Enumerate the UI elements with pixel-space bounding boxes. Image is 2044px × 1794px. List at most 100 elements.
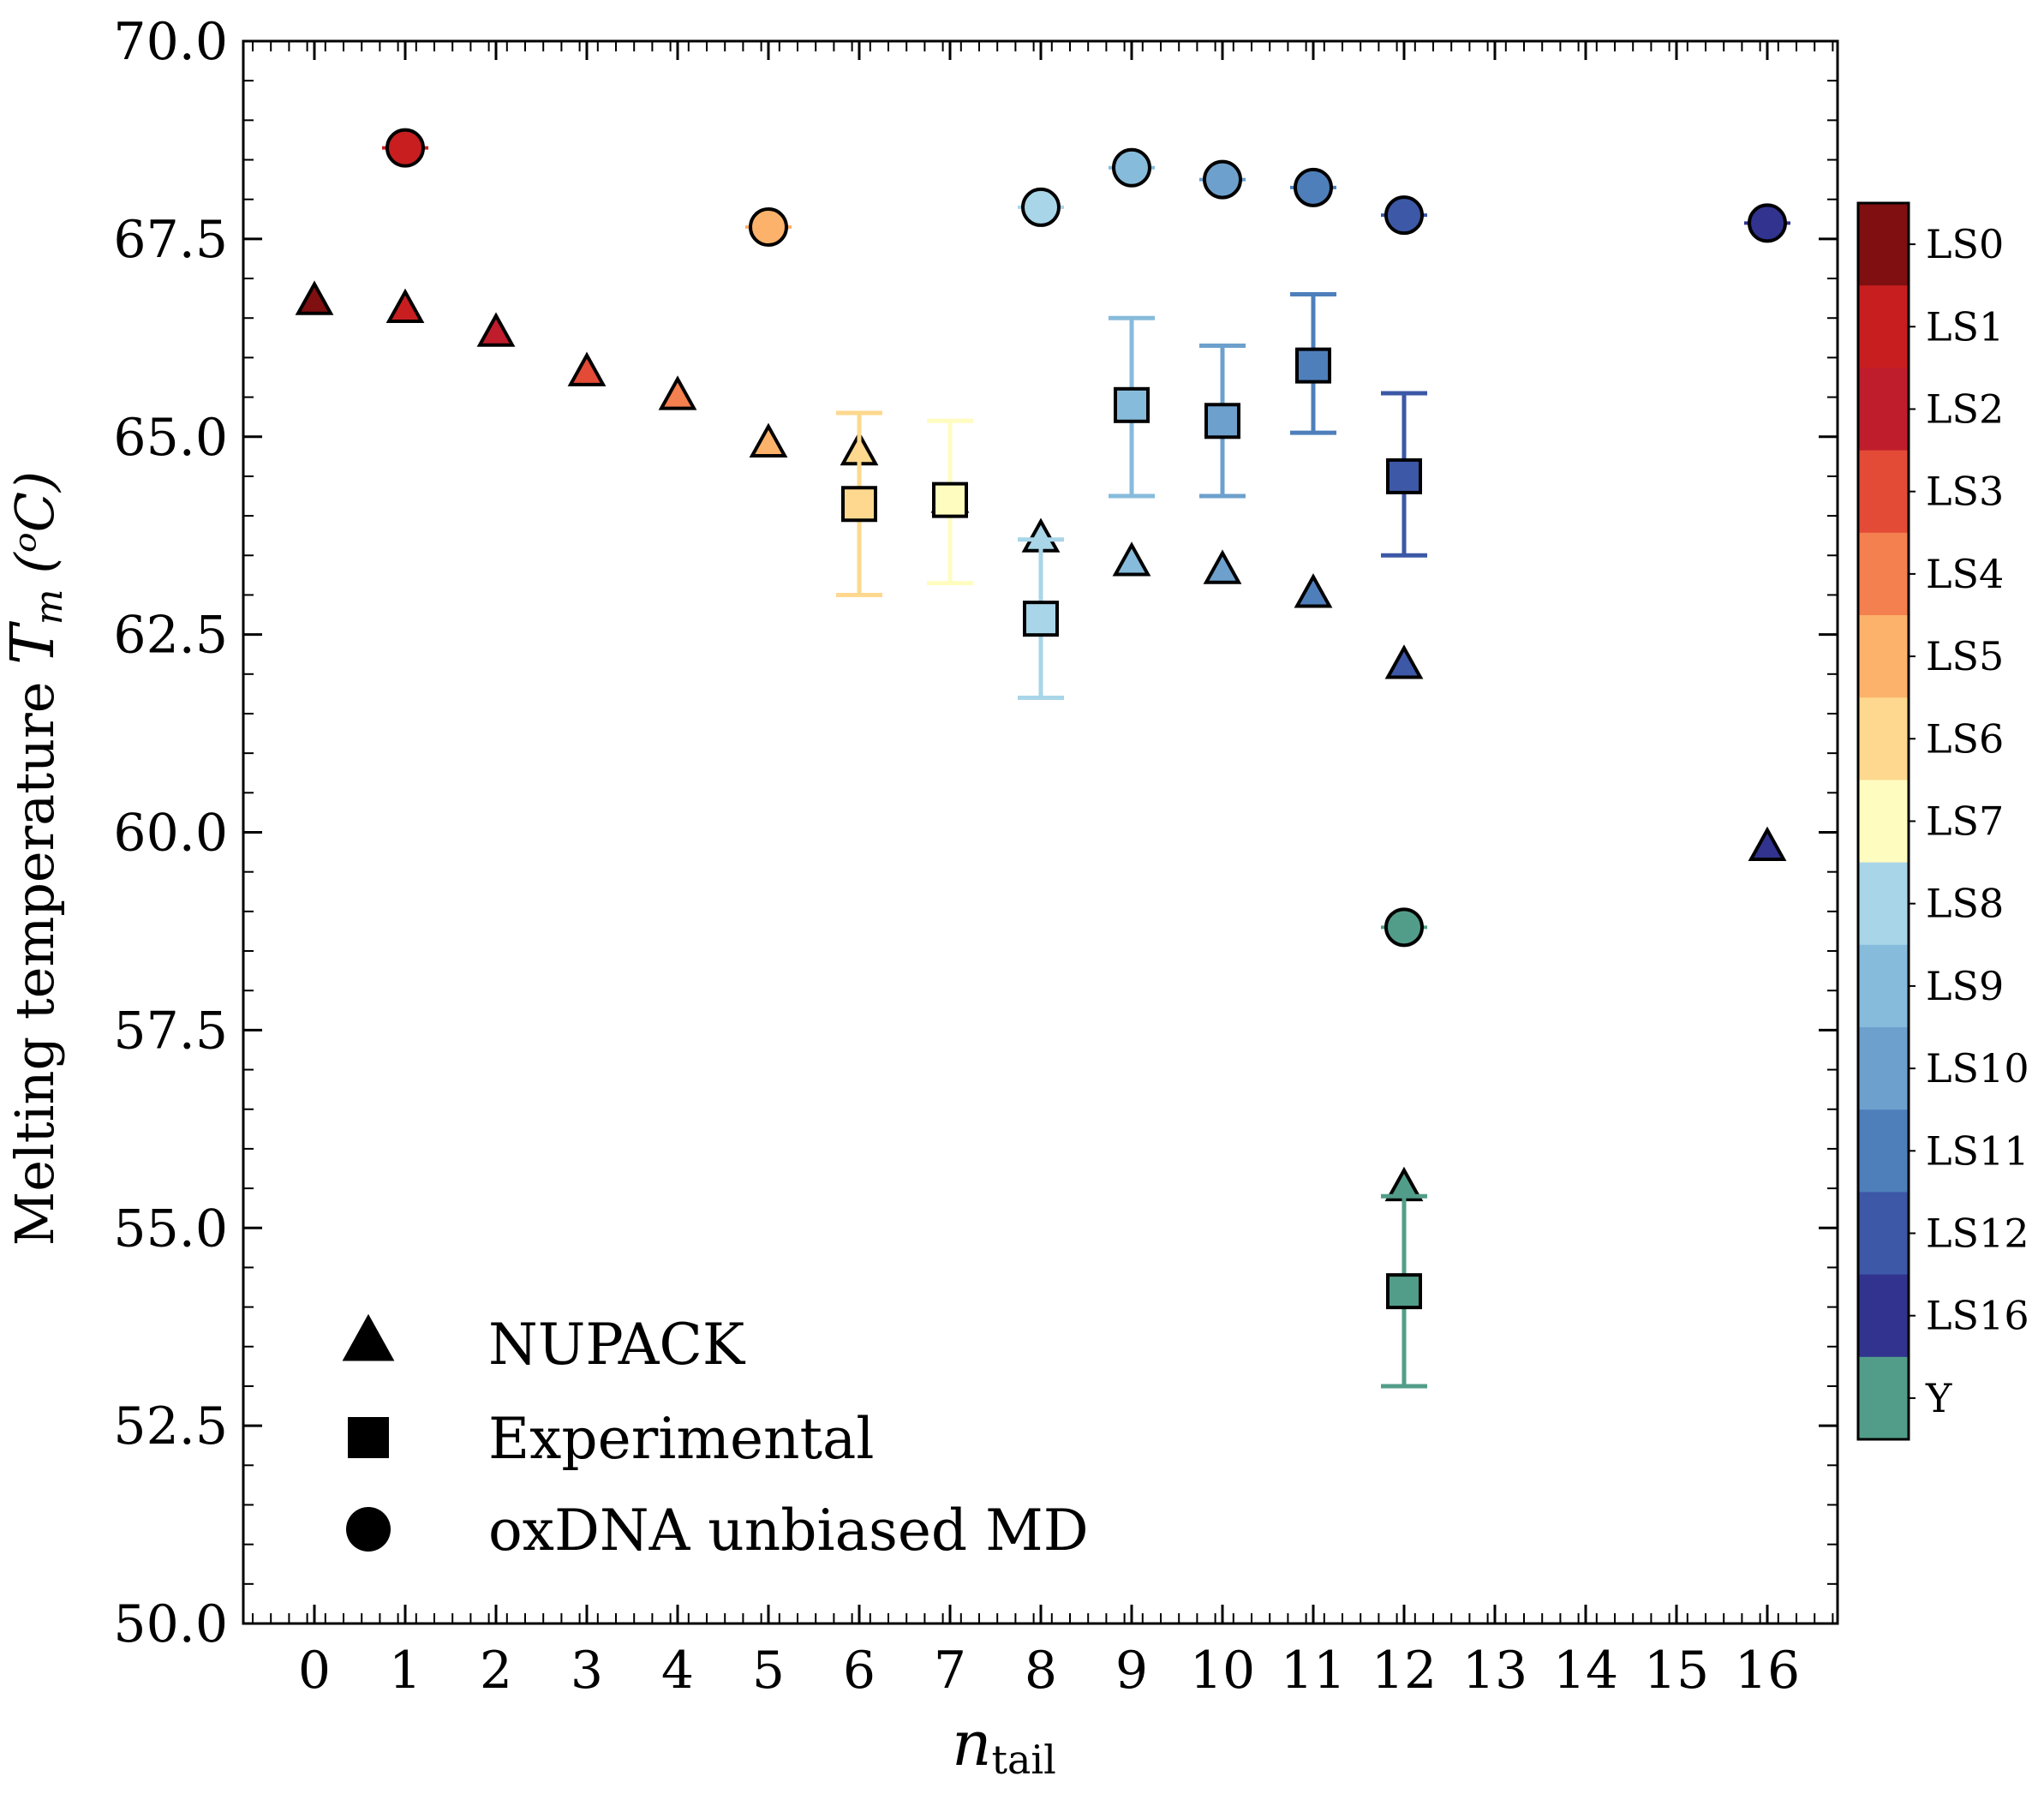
colorbar-label: LS10 xyxy=(1926,1045,2029,1091)
colorbar-label: LS4 xyxy=(1926,551,2004,597)
y-axis-title-prefix: Melting temperature xyxy=(3,665,66,1246)
x-tick-label: 3 xyxy=(571,1641,603,1701)
y-tick-label: 65.0 xyxy=(113,408,228,468)
y-tick-label: 62.5 xyxy=(113,606,228,666)
legend: NUPACK Experimental oxDNA unbiased MD xyxy=(342,1312,1089,1564)
x-axis-title-main: n xyxy=(952,1707,991,1779)
colorbar-swatch xyxy=(1858,1109,1909,1193)
oxdna-point xyxy=(385,128,425,168)
experimental-point xyxy=(1386,457,1422,494)
x-tick-label: 6 xyxy=(843,1641,876,1701)
y-axis-title: Melting temperature Tm (ᵒC) xyxy=(0,471,71,1246)
colorbar-swatch xyxy=(1858,368,1909,451)
oxdna-point xyxy=(1748,203,1787,243)
colorbar-label: LS8 xyxy=(1926,881,2004,927)
x-tick-label: 5 xyxy=(752,1641,785,1701)
x-tick-label: 13 xyxy=(1462,1641,1527,1701)
colorbar-label: LS5 xyxy=(1926,633,2004,679)
x-tick-label: 1 xyxy=(389,1641,421,1701)
oxdna-point xyxy=(1203,159,1242,200)
x-tick-label: 0 xyxy=(298,1641,331,1701)
oxdna-point xyxy=(749,207,788,248)
x-tick-label: 14 xyxy=(1553,1641,1618,1701)
colorbar-swatch xyxy=(1858,1356,1909,1440)
colorbar-swatch xyxy=(1858,862,1909,946)
plot-frame xyxy=(242,39,1839,1625)
colorbar-label: LS11 xyxy=(1926,1127,2029,1174)
y-tick-label: 70.0 xyxy=(113,12,228,72)
legend-label: Experimental xyxy=(488,1406,875,1472)
colorbar-label: LS1 xyxy=(1926,303,2004,350)
y-axis-title-symbol-sub: m xyxy=(27,589,71,625)
x-tick-label: 7 xyxy=(934,1641,966,1701)
colorbar-swatch xyxy=(1858,944,1909,1028)
nupack-point xyxy=(1294,573,1333,608)
y-axis-title-symbol: T xyxy=(0,621,68,665)
axis-ticks: 50.052.555.057.560.062.565.067.570.00 1 2 3… xyxy=(113,12,1838,1701)
colorbar-swatch xyxy=(1858,1027,1909,1110)
x-axis-title: ntail xyxy=(952,1707,1056,1783)
colorbar-swatch xyxy=(1858,780,1909,864)
colorbar-label: LS16 xyxy=(1926,1293,2029,1339)
nupack-point xyxy=(749,422,788,457)
x-axis-title-sub: tail xyxy=(992,1737,1056,1783)
colorbar-label: LS7 xyxy=(1926,798,2004,845)
colorbar-swatch xyxy=(1858,532,1909,616)
x-tick-label: 10 xyxy=(1190,1641,1255,1701)
nupack-point xyxy=(567,351,607,386)
colorbar-swatch xyxy=(1858,697,1909,780)
y-tick-label: 67.5 xyxy=(113,210,228,270)
colorbar-swatch xyxy=(1858,285,1909,368)
nupack-point xyxy=(476,312,516,347)
y-tick-label: 57.5 xyxy=(113,1001,228,1061)
nupack-point xyxy=(658,375,697,410)
y-axis-title-unit: (ᵒC) xyxy=(3,471,66,574)
experimental-point xyxy=(932,481,968,518)
experimental-point xyxy=(841,486,877,523)
experimental-point xyxy=(1204,403,1240,440)
experimental-point xyxy=(1114,386,1150,423)
nupack-point xyxy=(1748,826,1787,861)
colorbar-label: LS3 xyxy=(1926,469,2004,515)
colorbar-frame xyxy=(1856,201,1910,1441)
colorbar-swatch xyxy=(1858,1274,1909,1358)
colorbar: LS0 LS1 LS2 LS3 LS4 LS5 LS6 LS7 LS8 LS9 LS10 LS11 LS… xyxy=(1856,201,2029,1441)
colorbar-label: LS6 xyxy=(1926,715,2004,762)
nupack-point xyxy=(1384,644,1424,679)
nupack-point xyxy=(385,288,425,323)
x-tick-label: 12 xyxy=(1372,1641,1437,1701)
x-tick-label: 11 xyxy=(1281,1641,1346,1701)
oxdna-point xyxy=(1021,187,1061,227)
y-tick-label: 52.5 xyxy=(113,1396,228,1456)
x-tick-label: 15 xyxy=(1644,1641,1709,1701)
legend-triangle-icon xyxy=(342,1313,395,1361)
x-tick-label: 16 xyxy=(1735,1641,1800,1701)
legend-label: oxDNA unbiased MD xyxy=(488,1498,1089,1564)
colorbar-label: LS9 xyxy=(1926,963,2004,1009)
experimental-point xyxy=(1023,601,1059,637)
x-tick-label: 2 xyxy=(480,1641,512,1701)
legend-circle-icon xyxy=(346,1507,391,1552)
colorbar-swatch xyxy=(1858,203,1909,286)
experimental-point xyxy=(1386,1273,1422,1310)
x-tick-label: 9 xyxy=(1115,1641,1148,1701)
x-tick-label: 4 xyxy=(661,1641,694,1701)
colorbar-label: LS2 xyxy=(1926,386,2004,433)
data-marks xyxy=(295,128,1790,1389)
y-tick-label: 55.0 xyxy=(113,1199,228,1259)
nupack-point xyxy=(295,280,334,315)
colorbar-label: Y xyxy=(1925,1375,1952,1421)
nupack-point xyxy=(1203,549,1242,584)
nupack-point xyxy=(1112,541,1151,577)
oxdna-point xyxy=(1384,907,1424,948)
colorbar-swatch xyxy=(1858,450,1909,534)
oxdna-point xyxy=(1384,195,1424,236)
plot-area xyxy=(242,39,1839,1625)
colorbar-label: LS0 xyxy=(1926,221,2004,267)
y-tick-label: 50.0 xyxy=(113,1594,228,1654)
x-tick-label: 8 xyxy=(1025,1641,1057,1701)
colorbar-swatch xyxy=(1858,1192,1909,1276)
experimental-point xyxy=(1295,347,1331,384)
legend-square-icon xyxy=(348,1417,389,1458)
